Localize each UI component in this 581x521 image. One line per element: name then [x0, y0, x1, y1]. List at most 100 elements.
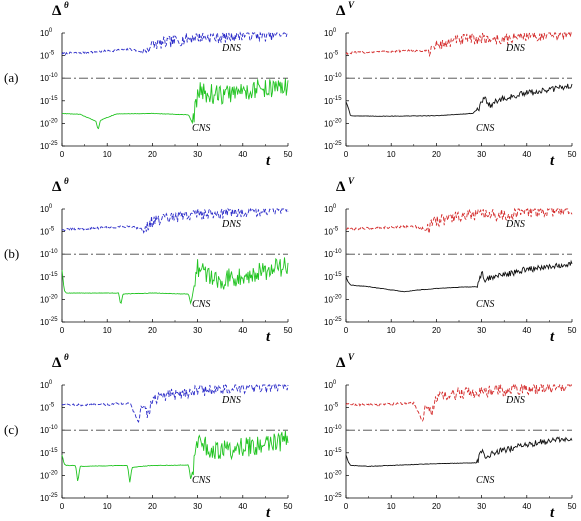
- x-tick-label: 10: [103, 502, 112, 511]
- y-tick-exponent: 0: [49, 204, 53, 210]
- y-tick-label: 10-20: [40, 470, 58, 480]
- y-tick-label: 10-25: [40, 317, 58, 327]
- panel-title-superscript: θ: [64, 176, 69, 186]
- y-tick-exponent: -10: [333, 425, 342, 431]
- y-tick-exponent: -10: [333, 73, 342, 79]
- y-tick-label: 10-15: [324, 272, 342, 282]
- series-line-cns: [345, 83, 573, 117]
- x-tick-label: 10: [103, 326, 112, 335]
- panel-title: Δ: [336, 179, 346, 195]
- y-tick-label: 10-20: [324, 118, 342, 128]
- panel-title-superscript: V: [348, 352, 355, 362]
- y-tick-label: 10-15: [324, 448, 342, 458]
- x-axis-name: t: [550, 505, 555, 521]
- y-tick-base: 10: [324, 318, 333, 327]
- y-tick-base: 10: [40, 228, 49, 237]
- series-label-dns: DNS: [221, 219, 241, 230]
- y-tick-base: 10: [324, 273, 333, 282]
- y-tick-exponent: -15: [333, 448, 342, 454]
- y-tick-exponent: -10: [49, 73, 58, 79]
- y-tick-base: 10: [40, 52, 49, 61]
- y-tick-base: 10: [324, 228, 333, 237]
- y-tick-base: 10: [324, 205, 333, 214]
- y-tick-base: 10: [40, 142, 49, 151]
- series-label-cns: CNS: [476, 123, 494, 134]
- y-tick-label: 10-10: [40, 73, 58, 83]
- panel-title-superscript: V: [348, 0, 355, 10]
- y-tick-base: 10: [40, 119, 49, 128]
- y-tick-label: 10-20: [40, 294, 58, 304]
- series-label-cns: CNS: [476, 299, 494, 310]
- chart-panel-2: Δ V0 10 20 30 40 50t10010-510-1010-1510-2010-2…: [324, 0, 577, 169]
- y-tick-label: 10-15: [40, 272, 58, 282]
- y-tick-base: 10: [40, 471, 49, 480]
- y-tick-label: 10-10: [324, 73, 342, 83]
- y-tick-label: 10-25: [324, 493, 342, 503]
- x-tick-label: 0: [60, 150, 65, 159]
- y-tick-exponent: -10: [49, 425, 58, 431]
- x-tick-label: 10: [387, 150, 396, 159]
- y-tick-exponent: -5: [333, 403, 339, 409]
- y-tick-base: 10: [324, 74, 333, 83]
- x-tick-label: 30: [477, 502, 486, 511]
- x-tick-label: 20: [432, 150, 441, 159]
- x-tick-label: 50: [284, 326, 293, 335]
- y-tick-label: 10-25: [324, 141, 342, 151]
- x-tick-label: 20: [148, 502, 157, 511]
- y-tick-exponent: -20: [49, 294, 58, 300]
- y-tick-label: 100: [40, 204, 53, 214]
- series-line-dns: [61, 383, 289, 423]
- y-tick-exponent: -20: [49, 470, 58, 476]
- y-tick-label: 10-20: [324, 294, 342, 304]
- panel-title: Δ: [52, 179, 62, 195]
- y-tick-base: 10: [40, 205, 49, 214]
- series-line-cns: [61, 257, 289, 305]
- y-tick-exponent: -5: [49, 51, 55, 57]
- x-axis-name: t: [266, 329, 271, 345]
- x-tick-label: 10: [103, 150, 112, 159]
- y-tick-exponent: -15: [333, 96, 342, 102]
- y-tick-exponent: -20: [333, 470, 342, 476]
- series-line-dns: [345, 31, 573, 58]
- y-tick-label: 10-5: [324, 403, 339, 413]
- y-tick-base: 10: [40, 404, 49, 413]
- y-tick-base: 10: [40, 295, 49, 304]
- x-tick-label: 0: [344, 326, 349, 335]
- x-tick-label: 50: [568, 326, 577, 335]
- panel-title: Δ: [336, 355, 346, 371]
- x-tick-label: 30: [193, 150, 202, 159]
- x-axis-name: t: [550, 329, 555, 345]
- y-tick-label: 100: [40, 380, 53, 390]
- x-tick-label: 40: [522, 150, 531, 159]
- x-tick-label: 20: [148, 150, 157, 159]
- y-tick-label: 10-10: [40, 425, 58, 435]
- y-tick-label: 100: [324, 28, 337, 38]
- y-tick-exponent: -10: [49, 249, 58, 255]
- row-labels: (a) (b) (c): [4, 70, 19, 437]
- series-label-dns: DNS: [221, 395, 241, 406]
- x-tick-label: 30: [477, 326, 486, 335]
- y-tick-base: 10: [324, 404, 333, 413]
- y-tick-base: 10: [324, 449, 333, 458]
- y-tick-base: 10: [40, 74, 49, 83]
- series-label-cns: CNS: [192, 475, 210, 486]
- y-tick-exponent: 0: [49, 380, 53, 386]
- y-tick-label: 10-5: [40, 51, 55, 61]
- y-tick-label: 100: [40, 28, 53, 38]
- series-label-cns: CNS: [476, 475, 494, 486]
- series-line-dns: [61, 207, 289, 234]
- y-tick-exponent: -25: [333, 317, 342, 323]
- x-tick-label: 50: [568, 502, 577, 511]
- y-tick-label: 10-5: [40, 227, 55, 237]
- y-tick-label: 10-20: [324, 470, 342, 480]
- series-label-cns: CNS: [192, 123, 210, 134]
- y-tick-label: 10-15: [40, 448, 58, 458]
- y-tick-exponent: -20: [333, 118, 342, 124]
- series-line-cns: [61, 78, 289, 130]
- y-tick-exponent: -25: [333, 141, 342, 147]
- y-tick-label: 10-15: [40, 96, 58, 106]
- row-label-b: (b): [4, 246, 19, 261]
- y-tick-label: 10-5: [324, 227, 339, 237]
- x-tick-label: 30: [193, 326, 202, 335]
